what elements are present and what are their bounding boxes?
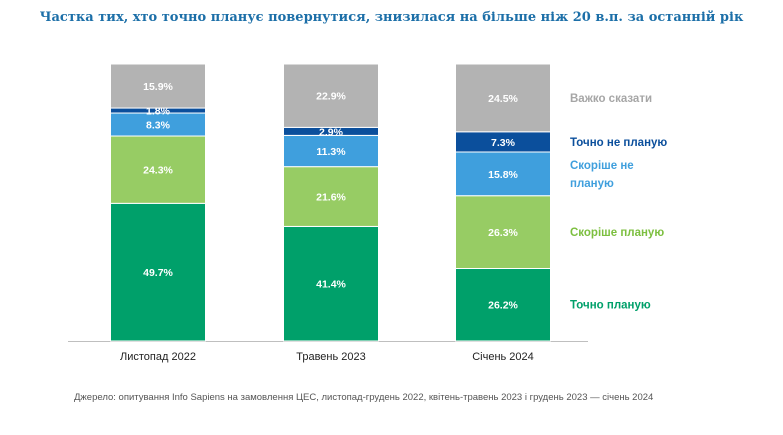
legend-line: Точно не планую (570, 137, 667, 149)
data-label: 15.9% (143, 81, 173, 93)
data-label: 24.5% (488, 93, 518, 105)
data-label: 15.8% (488, 169, 518, 181)
data-label: 8.3% (146, 120, 171, 132)
data-label: 26.3% (488, 227, 518, 239)
legend-line: Скоріше планую (570, 227, 664, 239)
data-label: 11.3% (316, 146, 346, 158)
data-label: 7.3% (491, 137, 516, 149)
legend-line: планую (570, 178, 614, 190)
data-label: 41.4% (316, 279, 346, 291)
data-label: 2.9% (319, 126, 344, 138)
legend-entry: Скоріше планую (570, 227, 664, 239)
bar-segment (110, 202, 206, 342)
legend-entry: Важко сказати (570, 93, 652, 105)
bar-segment (283, 134, 379, 168)
bar-segment (283, 166, 379, 227)
bar-segment (283, 225, 379, 342)
bar-segment (455, 63, 551, 133)
legend-line: Точно планую (570, 300, 651, 312)
data-label: 22.9% (316, 91, 346, 103)
bar-segment (455, 195, 551, 269)
x-tick-label: Травень 2023 (296, 351, 366, 363)
x-tick-label: Січень 2024 (472, 351, 534, 363)
bar-segment (283, 63, 379, 128)
data-label: 21.6% (316, 192, 346, 204)
legend-line: Скоріше не (570, 160, 634, 172)
bar-segment (455, 151, 551, 197)
legend-line: Важко сказати (570, 93, 652, 105)
legend-entry: Точно планую (570, 300, 651, 312)
bar-segment (110, 135, 206, 204)
x-tick-label: Листопад 2022 (120, 351, 196, 363)
source-note: Джерело: опитування Info Sapiens на замо… (74, 392, 654, 403)
chart-title: Частка тих, хто точно планує повернутися… (39, 10, 744, 25)
bar-segment (110, 63, 206, 109)
data-label: 49.7% (143, 267, 173, 279)
legend-entry: Точно не планую (570, 137, 667, 149)
legend-entry: Скоріше не планую (570, 160, 634, 190)
data-label: 24.3% (143, 165, 173, 177)
data-label: 26.2% (488, 300, 518, 312)
